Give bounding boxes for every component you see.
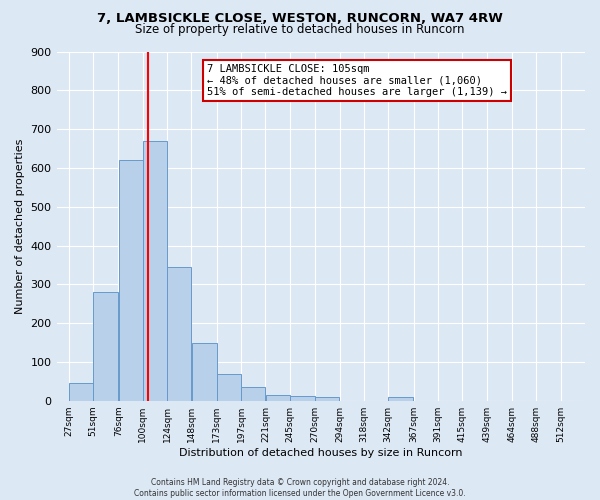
Bar: [388, 397, 413, 400]
Bar: [290, 396, 315, 400]
Text: Size of property relative to detached houses in Runcorn: Size of property relative to detached ho…: [135, 22, 465, 36]
Bar: [316, 397, 339, 400]
Text: 7, LAMBSICKLE CLOSE, WESTON, RUNCORN, WA7 4RW: 7, LAMBSICKLE CLOSE, WESTON, RUNCORN, WA…: [97, 12, 503, 26]
Text: 7 LAMBSICKLE CLOSE: 105sqm
← 48% of detached houses are smaller (1,060)
51% of s: 7 LAMBSICKLE CLOSE: 105sqm ← 48% of deta…: [207, 64, 507, 97]
Bar: [119, 160, 143, 400]
Bar: [217, 374, 241, 400]
Y-axis label: Number of detached properties: Number of detached properties: [15, 138, 25, 314]
Text: Contains HM Land Registry data © Crown copyright and database right 2024.
Contai: Contains HM Land Registry data © Crown c…: [134, 478, 466, 498]
Bar: [266, 395, 290, 400]
Bar: [143, 140, 167, 400]
Bar: [241, 387, 265, 400]
X-axis label: Distribution of detached houses by size in Runcorn: Distribution of detached houses by size …: [179, 448, 463, 458]
Bar: [94, 292, 118, 401]
Bar: [69, 383, 93, 400]
Bar: [191, 342, 217, 400]
Bar: [167, 267, 191, 400]
